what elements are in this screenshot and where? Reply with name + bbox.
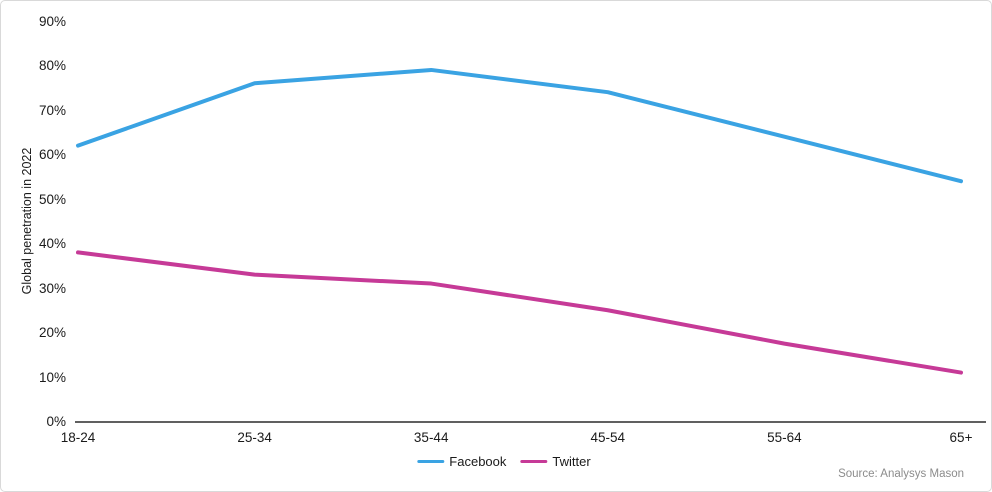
y-tick-label: 70% <box>38 102 66 118</box>
x-tick-label: 55-64 <box>767 430 802 445</box>
facebook-line <box>76 67 963 184</box>
y-tick-label: 20% <box>38 325 66 340</box>
legend-item-twitter: Twitter <box>520 454 591 469</box>
y-tick-label: 80% <box>38 58 66 73</box>
y-tick-label: 60% <box>38 147 66 162</box>
source-note: Source: Analysys Mason <box>838 468 964 480</box>
x-tick-label: 18-24 <box>60 430 96 445</box>
twitter-line <box>76 250 963 375</box>
twitter-legend-line-icon <box>520 460 548 463</box>
y-tick-label: 50% <box>38 191 66 207</box>
x-tick-label: 35-44 <box>413 430 449 445</box>
x-tick-label: 45-54 <box>590 430 626 445</box>
x-tick-label: 25-34 <box>237 430 272 445</box>
y-tick-label: 90% <box>38 13 66 29</box>
legend-label: Twitter <box>552 454 591 469</box>
facebook-legend-line-icon <box>417 460 445 463</box>
y-tick-label: 0% <box>46 414 66 429</box>
y-tick-label: 10% <box>38 369 66 385</box>
y-tick-label: 40% <box>38 236 66 251</box>
y-axis-title: Global penetration in 2022 <box>20 147 34 295</box>
legend-label: Facebook <box>449 454 507 469</box>
x-tick-label: 65+ <box>949 430 973 445</box>
y-tick-label: 30% <box>38 280 66 296</box>
legend: Facebook Twitter <box>417 454 591 469</box>
legend-item-facebook: Facebook <box>417 454 506 469</box>
